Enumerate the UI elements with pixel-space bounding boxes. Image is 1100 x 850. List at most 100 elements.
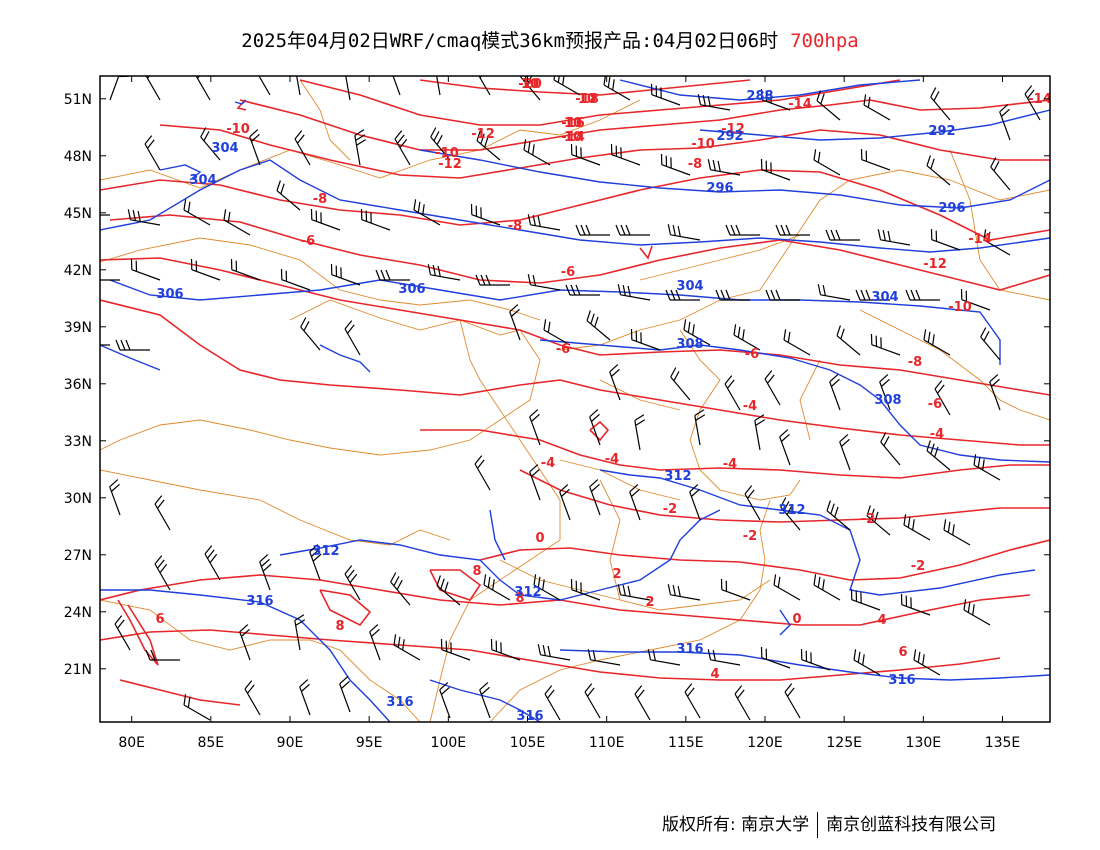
height-label: 316 [386, 695, 413, 710]
wind-barb [879, 374, 891, 411]
wind-barb [684, 683, 701, 719]
wind-barb [249, 129, 261, 166]
wind-barb [829, 374, 841, 411]
wind-barb [392, 76, 401, 96]
wind-barb [765, 289, 800, 301]
lon-tick-label: 80E [118, 735, 145, 751]
wind-barb [943, 519, 971, 546]
lon-tick-label: 130E [906, 735, 942, 751]
wind-barb [543, 319, 571, 346]
temperature-label: 4 [710, 667, 719, 682]
wind-barb [310, 208, 341, 231]
wind-barb [926, 155, 951, 186]
height-label: 316 [516, 709, 543, 724]
temperature-label: 8 [472, 564, 481, 579]
wind-barb [183, 199, 211, 226]
wind-barb [934, 380, 951, 416]
lon-tick-label: 120E [747, 735, 783, 751]
wind-barb [330, 263, 361, 286]
temperature-label: -4 [743, 399, 757, 414]
wind-barb [533, 574, 561, 601]
wind-barb [760, 88, 791, 111]
wind-barb [589, 409, 601, 446]
height-label: 312 [312, 544, 339, 559]
temperature-label: 0 [792, 612, 801, 627]
height-contour [699, 109, 1050, 141]
wind-barb [479, 682, 491, 719]
temperature-label: -8 [508, 219, 522, 234]
wind-barb [393, 634, 421, 661]
boundary-line [599, 479, 621, 601]
temperature-label: -4 [723, 457, 737, 472]
wind-barb [960, 288, 991, 311]
wind-barb [813, 149, 841, 176]
wind-barb [715, 289, 750, 301]
wind-barb [650, 83, 681, 106]
lon-tick-label: 135E [985, 735, 1021, 751]
wind-barb [826, 500, 851, 531]
wind-barb [725, 224, 760, 236]
lat-tick-label: 21N [64, 662, 92, 678]
wind-barb [839, 434, 851, 471]
wind-barb [930, 87, 951, 121]
isotherm-line [239, 99, 1050, 151]
wind-barb [375, 269, 410, 281]
boundary-line [100, 99, 641, 189]
temperature-label: -14 [968, 232, 992, 247]
isotherm-line [299, 79, 901, 126]
temperature-label: -2 [861, 512, 875, 527]
lon-tick-label: 90E [277, 735, 304, 751]
wind-barb [617, 584, 651, 601]
temperature-label: 8 [515, 591, 524, 606]
boundary-line [639, 234, 801, 281]
height-label: 292 [928, 124, 955, 139]
temperature-label: -12 [721, 122, 745, 137]
wind-barb [647, 649, 681, 666]
wind-barb [575, 224, 610, 236]
temperature-label: -18 [575, 92, 599, 107]
wind-barb [427, 264, 461, 281]
wind-barb [667, 584, 701, 601]
wind-barb [413, 199, 441, 226]
height-label: 316 [888, 673, 915, 688]
wind-barb [825, 229, 860, 241]
height-label: 296 [706, 181, 733, 196]
wind-barb [760, 646, 791, 669]
temperature-label: -12 [923, 257, 947, 272]
wind-barb [344, 565, 361, 601]
wind-barb [280, 268, 311, 291]
wind-barb [989, 374, 1001, 411]
wind-barb [570, 143, 601, 166]
boundary-line [799, 359, 821, 441]
temperature-label: -14 [1028, 92, 1052, 107]
temperature-label: 10 [521, 77, 539, 92]
wind-barb [527, 274, 561, 291]
wind-barb [800, 648, 831, 671]
height-label: 304 [676, 279, 703, 294]
wind-barb [603, 76, 631, 101]
temperature-label: -10 [226, 122, 250, 137]
height-contour [419, 149, 1050, 209]
wind-barb [474, 455, 491, 491]
temperature-label: -2 [663, 502, 677, 517]
wind-barb [276, 180, 301, 211]
wind-barb [634, 685, 651, 721]
wind-barb [570, 578, 601, 601]
temperature-label: -10 [691, 137, 715, 152]
lat-tick-label: 30N [64, 491, 92, 507]
wind-barb [520, 76, 541, 101]
wind-barb [145, 76, 161, 101]
wind-barb [667, 224, 701, 241]
wind-barb [724, 375, 741, 411]
wind-barb [999, 104, 1011, 141]
isotherm-line [319, 589, 372, 627]
temperature-isotherms [100, 79, 1050, 706]
wind-barb [100, 279, 120, 281]
wind-barb [440, 638, 471, 661]
wind-barb [299, 679, 311, 716]
wind-barb [694, 409, 706, 446]
wind-barb [114, 615, 131, 651]
height-label: 292 [716, 129, 743, 144]
wind-barb [230, 258, 261, 281]
